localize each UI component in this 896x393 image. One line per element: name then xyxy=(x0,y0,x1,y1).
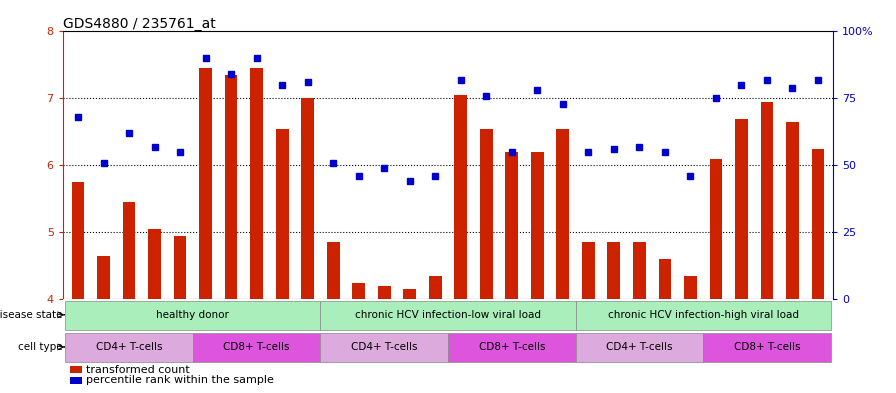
Text: CD8+ T-cells: CD8+ T-cells xyxy=(223,342,290,352)
Bar xyxy=(148,229,161,299)
Text: CD4+ T-cells: CD4+ T-cells xyxy=(606,342,673,352)
Bar xyxy=(225,75,237,299)
Bar xyxy=(72,182,84,299)
Bar xyxy=(582,242,595,299)
Bar xyxy=(786,122,799,299)
Bar xyxy=(321,301,575,330)
Bar xyxy=(321,333,448,362)
Bar xyxy=(327,242,340,299)
Text: CD4+ T-cells: CD4+ T-cells xyxy=(351,342,418,352)
Bar xyxy=(710,159,722,299)
Bar xyxy=(633,242,646,299)
Bar xyxy=(65,333,193,362)
Bar xyxy=(65,301,321,330)
Text: CD8+ T-cells: CD8+ T-cells xyxy=(734,342,800,352)
Bar xyxy=(659,259,671,299)
Bar xyxy=(480,129,493,299)
Bar xyxy=(454,95,467,299)
Bar xyxy=(403,289,416,299)
Bar xyxy=(193,333,321,362)
Text: GDS4880 / 235761_at: GDS4880 / 235761_at xyxy=(63,17,215,31)
Bar xyxy=(276,129,289,299)
Text: percentile rank within the sample: percentile rank within the sample xyxy=(86,375,273,386)
Bar xyxy=(448,333,575,362)
Bar xyxy=(531,152,544,299)
Bar xyxy=(575,333,703,362)
Bar xyxy=(429,276,442,299)
Text: chronic HCV infection-low viral load: chronic HCV infection-low viral load xyxy=(355,310,541,320)
Text: CD4+ T-cells: CD4+ T-cells xyxy=(96,342,162,352)
Bar xyxy=(575,301,831,330)
Bar xyxy=(123,202,135,299)
Bar xyxy=(703,333,831,362)
Bar xyxy=(378,286,391,299)
Bar xyxy=(735,119,748,299)
Bar xyxy=(71,366,82,373)
Text: cell type: cell type xyxy=(18,342,62,352)
Bar xyxy=(607,242,620,299)
Bar xyxy=(761,102,773,299)
Bar xyxy=(556,129,569,299)
Bar xyxy=(812,149,824,299)
Text: transformed count: transformed count xyxy=(86,365,190,375)
Bar xyxy=(250,68,263,299)
Text: disease state: disease state xyxy=(0,310,62,320)
Bar xyxy=(352,283,365,299)
Bar xyxy=(684,276,697,299)
Bar xyxy=(174,236,186,299)
Text: CD8+ T-cells: CD8+ T-cells xyxy=(478,342,545,352)
Text: healthy donor: healthy donor xyxy=(157,310,229,320)
Bar xyxy=(301,98,314,299)
Text: chronic HCV infection-high viral load: chronic HCV infection-high viral load xyxy=(607,310,798,320)
Bar xyxy=(505,152,518,299)
Bar xyxy=(71,376,82,384)
Bar xyxy=(97,256,110,299)
Bar xyxy=(199,68,212,299)
